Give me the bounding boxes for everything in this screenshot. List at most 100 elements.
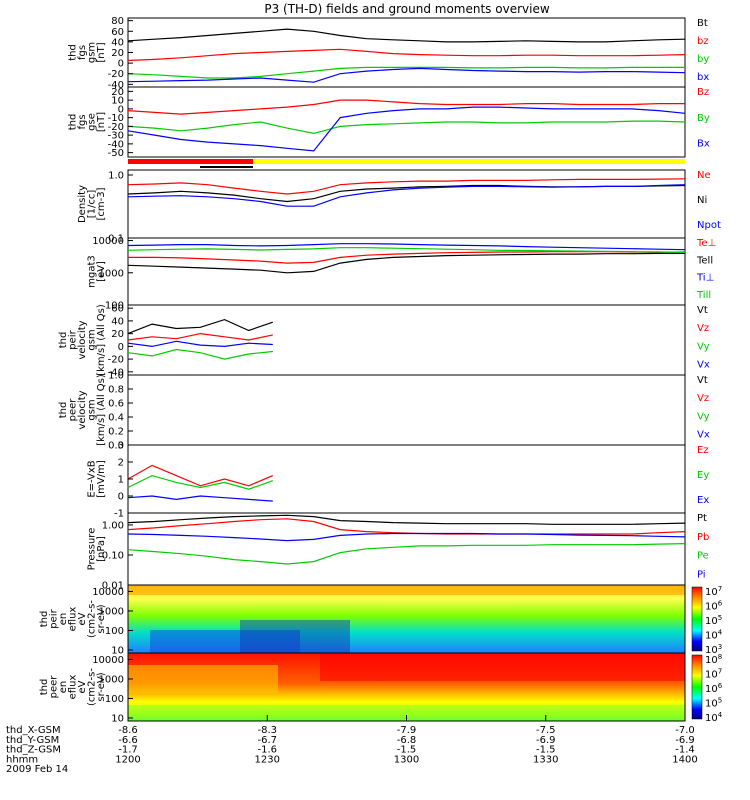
- legend-entry: Vz: [697, 323, 709, 334]
- legend-entry: Pt: [697, 513, 707, 524]
- ylabel-line: sr-eV): [96, 672, 107, 701]
- ephemeris-label: thd_X-GSM: [6, 725, 61, 736]
- ephemeris-label: thd_Z-GSM: [6, 745, 61, 756]
- ytick-label: -10: [108, 113, 124, 124]
- series-peir_velocity-3: [127, 340, 273, 348]
- mode-bar-red: [128, 159, 253, 164]
- ylabel-line: peir: [68, 329, 79, 349]
- legend-entry: Ey: [697, 470, 709, 481]
- panel-peer_eflux: 10000 1000 100 10 thdpeerenefluxeV(cm2-s-sr-…: [39, 653, 723, 725]
- ylabel-line: Pressure: [87, 528, 98, 571]
- spectrogram-peer: [127, 652, 686, 722]
- ytick-label: 0.4: [108, 413, 124, 424]
- series-pressure-0: [127, 514, 686, 525]
- legend-entry: Npot: [697, 220, 721, 231]
- ephemeris-value: -7.0: [675, 725, 695, 736]
- ylabel-line: gsm: [87, 329, 98, 350]
- ylabel-line: [km/s] (All Qs): [96, 374, 107, 446]
- ytick-label: 0: [118, 104, 124, 115]
- colorbar-peir: [691, 586, 703, 652]
- ylabel-line: velocity: [77, 390, 88, 429]
- colorbar-tick-label: 107: [705, 585, 722, 598]
- ephemeris-value: 1300: [394, 754, 419, 765]
- plot-frame: [127, 444, 686, 514]
- colorbar-tick-label: 104: [705, 629, 723, 642]
- ylabel-line: peir: [49, 608, 60, 628]
- legend-entry: bz: [697, 36, 709, 47]
- series-fgs_gsm-3: [127, 67, 686, 83]
- ephemeris-value: -6.8: [397, 735, 417, 746]
- ytick-label: 10: [111, 714, 124, 725]
- series-efield-2: [127, 495, 273, 502]
- series-pressure-3: [127, 532, 686, 542]
- legend-entry: Bt: [697, 18, 708, 29]
- ylabel-line: peer: [68, 398, 79, 422]
- ytick-label: 2: [118, 458, 124, 469]
- ylabel-line: eV: [77, 680, 88, 693]
- ytick-label: -40: [108, 367, 124, 378]
- ytick-label: -1: [114, 509, 124, 520]
- ylabel-line: fgs: [77, 114, 88, 129]
- ytick-label: 1.0: [108, 371, 124, 382]
- colorbar-tick-label: 107: [705, 668, 722, 681]
- ephemeris-value: -1.6: [257, 745, 277, 756]
- ytick-label: 100: [105, 626, 124, 637]
- ytick-label: 10: [111, 96, 124, 107]
- ytick-label: 1: [118, 475, 124, 486]
- ylabel-efield: E=-VxB[mV/m]: [87, 460, 108, 498]
- ylabel-line: fgs: [77, 45, 88, 60]
- ytick-label: 0.01: [102, 581, 124, 592]
- colorbar-tick-label: 108: [705, 653, 722, 666]
- ytick-label: 10000: [92, 236, 124, 247]
- series-fgs_gse-2: [127, 106, 686, 152]
- ytick-label: 0: [118, 59, 124, 70]
- ylabel-line: thd: [68, 114, 79, 131]
- ylabel-line: en: [58, 681, 69, 694]
- ytick-label: 80: [111, 16, 124, 27]
- legend-entry: Tell: [696, 255, 713, 266]
- panel-temperature: 10000 1000 100 mgat3[eV] Te⊥ Tell Ti⊥ Till: [87, 236, 717, 311]
- ylabel-line: peer: [49, 675, 60, 699]
- ytick-label: -20: [108, 69, 124, 80]
- ephemeris-value: -6.9: [536, 735, 556, 746]
- panel-peer_velocity: 1.00.80.60.40.20.0thdpeervelocitygsm[km/…: [58, 371, 710, 452]
- ytick-label: 0: [118, 492, 124, 503]
- panel-efield: 3 2 1 0 -1 E=-VxB[mV/m] Ez Ey Ex: [87, 441, 710, 520]
- ylabel-line: [mV/m]: [96, 460, 107, 498]
- ytick-label: 40: [111, 37, 124, 48]
- ytick-label: 60: [111, 304, 124, 315]
- legend-entry: Pi: [697, 569, 706, 580]
- legend-entry: by: [697, 54, 709, 65]
- ephemeris-value: 1230: [255, 754, 280, 765]
- series-peir_velocity-2: [127, 348, 273, 360]
- ytick-label: 0: [118, 342, 124, 353]
- series-temperature-2: [127, 243, 686, 251]
- ylabel-line: en: [58, 613, 69, 626]
- ylabel-line: [eV]: [96, 261, 107, 282]
- ylabel-line: [cm-3]: [96, 187, 107, 220]
- legend-entry: Ez: [697, 445, 709, 456]
- plot-frame: [127, 169, 686, 239]
- legend-entry: Vz: [697, 393, 709, 404]
- series-fgs_gsm-2: [127, 66, 685, 79]
- ylabel-line: [1/cc]: [87, 190, 98, 219]
- ylabel-line: eV: [77, 612, 88, 625]
- ylabel-line: E=-VxB: [87, 460, 98, 497]
- ytick-label: 1000: [99, 268, 124, 279]
- ylabel-line: thd: [39, 611, 50, 628]
- legend-entry: Ti⊥: [696, 273, 714, 284]
- legend-entry: Vx: [697, 360, 710, 371]
- series-peir_velocity-0: [127, 318, 273, 335]
- colorbar-peer: [691, 654, 703, 720]
- legend-entry: Pe: [697, 551, 709, 562]
- ylabel-line: gse: [87, 113, 98, 131]
- ytick-label: -40: [108, 80, 124, 91]
- ylabel-line: [nPa]: [96, 536, 107, 562]
- ytick-label: 0.2: [108, 427, 124, 438]
- ylabel-line: [km/s] (All Qs): [96, 304, 107, 376]
